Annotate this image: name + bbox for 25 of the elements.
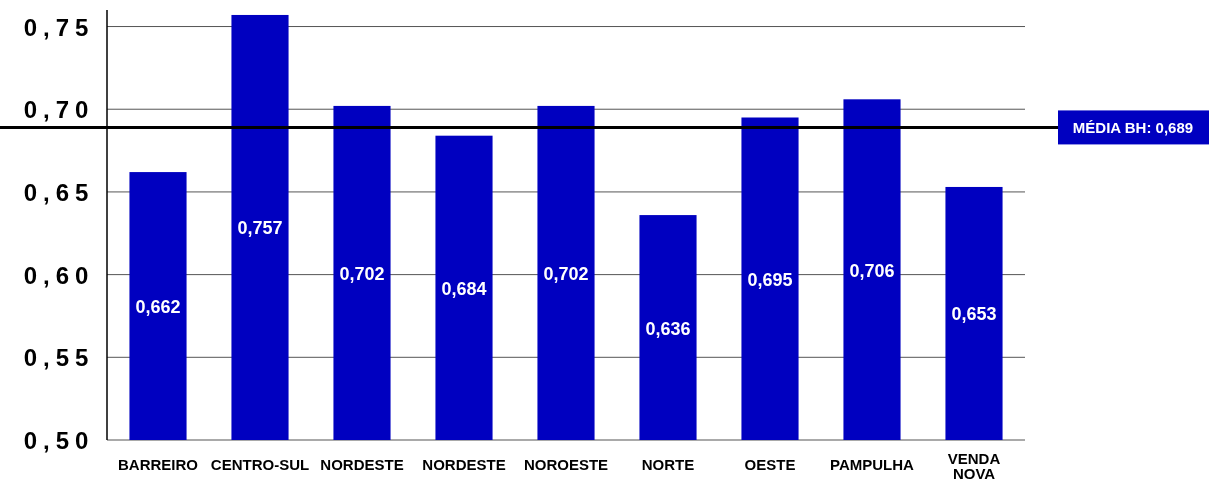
data-label: 0,662 — [135, 297, 181, 318]
x-tick-label: NOROESTE — [523, 456, 609, 473]
x-tick-label: PAMPULHA — [830, 456, 915, 473]
y-tick-label: 0,75 — [23, 13, 95, 41]
y-tick-label: 0,70 — [23, 96, 95, 124]
x-tick-label: NORDESTE — [320, 456, 404, 473]
y-tick-label: 0,55 — [23, 344, 95, 372]
data-label: 0,636 — [645, 318, 691, 339]
data-label: 0,653 — [951, 304, 997, 325]
y-tick-label: 0,65 — [23, 178, 95, 206]
x-tick-label: BARREIRO — [117, 456, 199, 473]
y-tick-label: 0,50 — [23, 427, 95, 454]
data-label: 0,706 — [849, 260, 895, 281]
x-tick-label: NORTE — [641, 456, 695, 473]
x-tick-label: NORDESTE — [422, 456, 506, 473]
data-label: 0,695 — [747, 269, 793, 290]
data-label: 0,684 — [441, 278, 487, 299]
y-tick-label: 0,60 — [23, 261, 95, 289]
data-label: 0,702 — [339, 263, 385, 284]
x-tick-label: CENTRO-SUL — [210, 456, 310, 473]
data-label: 0,702 — [543, 263, 589, 284]
ref-line-label: MÉDIA BH: 0,689 — [1072, 119, 1194, 137]
x-tick-label: OESTE — [744, 456, 796, 473]
data-label: 0,757 — [237, 218, 283, 239]
x-tick-label: VENDA NOVA — [947, 450, 1001, 482]
